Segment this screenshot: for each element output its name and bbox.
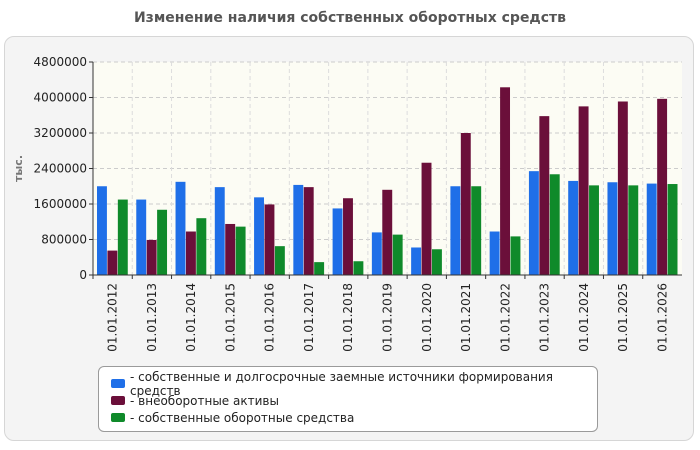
- legend-item-sources: - собственные и долгосрочные заемные ист…: [111, 370, 587, 398]
- legend-label-working-capital: - собственные оборотные средства: [130, 410, 355, 425]
- bar: [628, 185, 639, 275]
- legend-swatch-noncurrent-assets: [111, 396, 125, 405]
- bar: [539, 116, 550, 275]
- bar: [617, 101, 628, 276]
- y-tick-label: 3200000: [34, 126, 87, 140]
- x-tick-label: 01.01.2014: [184, 283, 198, 352]
- chart-title: Изменение наличия собственных оборотных …: [133, 10, 567, 26]
- x-tick-label: 01.01.2016: [263, 283, 277, 352]
- bar: [97, 186, 107, 275]
- bar: [646, 183, 657, 275]
- bar: [549, 174, 560, 275]
- bar: [421, 162, 432, 275]
- bar: [489, 231, 500, 275]
- bar: [303, 187, 314, 275]
- bar: [117, 199, 128, 275]
- bar: [353, 261, 364, 275]
- bar: [392, 234, 403, 275]
- y-tick-label: 800000: [41, 233, 87, 247]
- x-tick-label: 01.01.2024: [577, 283, 591, 352]
- x-tick-label: 01.01.2022: [498, 283, 512, 352]
- x-tick-label: 01.01.2025: [616, 283, 630, 352]
- bar: [450, 186, 461, 275]
- y-tick-label: 4800000: [34, 55, 87, 69]
- bar: [264, 204, 275, 275]
- x-tick-label: 01.01.2021: [459, 283, 473, 352]
- bar: [274, 246, 285, 275]
- y-tick-label: 0: [79, 268, 87, 282]
- x-tick-label: 01.01.2026: [655, 283, 669, 352]
- legend-label-noncurrent-assets: - внеоборотные активы: [130, 393, 279, 408]
- legend-label-sources: - собственные и долгосрочные заемные ист…: [130, 369, 553, 398]
- bar: [214, 187, 225, 275]
- y-tick-label: 4000000: [34, 91, 87, 105]
- bar: [235, 226, 246, 275]
- y-tick-label: 2400000: [34, 162, 87, 176]
- x-tick-label: 01.01.2018: [341, 283, 355, 352]
- x-tick-label: 01.01.2015: [223, 283, 237, 352]
- bar: [667, 184, 678, 275]
- bar: [431, 249, 442, 275]
- bar: [500, 87, 511, 275]
- x-tick-label: 01.01.2019: [381, 283, 395, 352]
- legend-swatch-working-capital: [111, 413, 125, 422]
- bar: [185, 231, 196, 275]
- bar: [568, 180, 579, 275]
- bar: [589, 185, 599, 275]
- bar: [578, 106, 589, 275]
- bar: [175, 181, 186, 275]
- bar: [332, 208, 343, 275]
- x-tick-label: 01.01.2017: [302, 283, 316, 352]
- bar: [471, 186, 482, 275]
- bar: [314, 262, 325, 275]
- legend-swatch-sources: [111, 379, 125, 388]
- y-tick-label: 1600000: [34, 197, 87, 211]
- bar: [107, 250, 118, 275]
- bar: [411, 247, 422, 275]
- bar: [528, 171, 539, 275]
- x-tick-label: 01.01.2013: [145, 283, 159, 352]
- bar: [196, 218, 207, 275]
- y-axis-title: тыс.: [12, 155, 25, 182]
- bar: [607, 182, 618, 275]
- legend-item-working-capital: - собственные оборотные средства: [111, 409, 587, 426]
- legend: - собственные и долгосрочные заемные ист…: [98, 366, 598, 432]
- bar: [136, 199, 147, 275]
- legend-item-noncurrent-assets: - внеоборотные активы: [111, 392, 587, 409]
- bar: [225, 223, 236, 275]
- bar: [460, 133, 471, 275]
- bar: [657, 98, 668, 275]
- bar: [343, 198, 353, 275]
- bar: [371, 232, 382, 275]
- bar: [382, 189, 393, 275]
- bar: [146, 239, 157, 275]
- bar: [157, 209, 168, 275]
- x-tick-label: 01.01.2020: [420, 283, 434, 352]
- x-tick-label: 01.01.2023: [538, 283, 552, 352]
- bar: [293, 184, 304, 275]
- bar: [510, 236, 521, 275]
- bar: [254, 197, 264, 275]
- x-tick-label: 01.01.2012: [106, 283, 120, 352]
